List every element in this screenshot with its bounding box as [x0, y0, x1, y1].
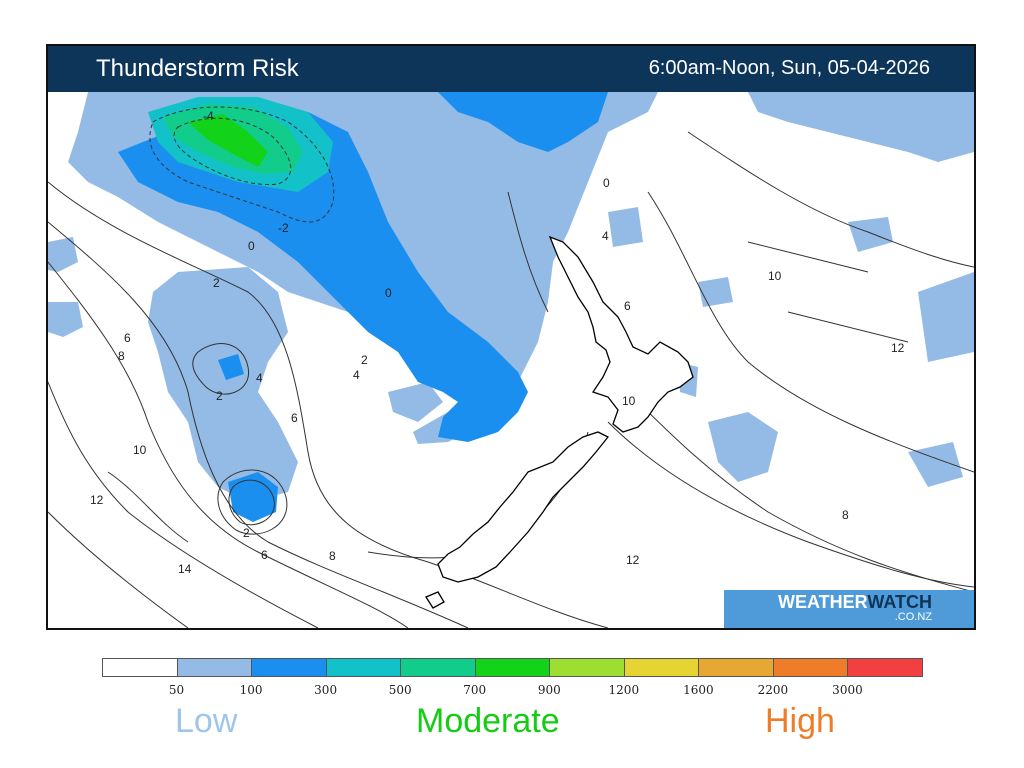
legend-tick-label: 500 [388, 683, 412, 697]
legend-swatch [474, 658, 551, 677]
legend-tick-label: 2200 [757, 683, 789, 697]
legend-tick-label: 700 [463, 683, 487, 697]
legend-tick-label: 300 [314, 683, 338, 697]
blue-band [118, 92, 608, 522]
contour-label: 2 [243, 526, 250, 540]
high-label: High [765, 702, 835, 740]
risk-map: -4 -2 0 0 0 2 2 2 2 4 4 4 6 6 6 6 8 8 8 … [48, 92, 974, 628]
contour-label: 6 [124, 331, 131, 345]
legend-tick-label: 1200 [608, 683, 640, 697]
contour-label: 12 [891, 341, 905, 355]
legend-swatch [847, 658, 923, 677]
legend-ticks: 50 100 300 500 700 900 1200 1600 2200 3000 [0, 683, 1024, 699]
legend-tick-label: 3000 [832, 683, 863, 697]
forecast-time: 6:00am-Noon, Sun, 05-04-2026 [648, 57, 930, 79]
logo-suffix: .CO.NZ [894, 611, 932, 623]
logo-part1: WEATHER [778, 592, 868, 612]
contour-label: 8 [329, 549, 336, 563]
weatherwatch-logo[interactable]: WEATHERWATCH .CO.NZ [724, 590, 974, 628]
contour-label: 10 [768, 269, 782, 283]
contour-label: 2 [213, 276, 220, 290]
contour-label: 4 [256, 371, 263, 385]
new-zealand [425, 235, 694, 609]
map-frame: Thunderstorm Risk 6:00am-Noon, Sun, 05-0… [46, 44, 976, 630]
contour-label: 14 [178, 562, 192, 576]
moderate-label: Moderate [416, 702, 560, 740]
map-title: Thunderstorm Risk [96, 55, 299, 82]
logo-wordmark: WEATHERWATCH [778, 592, 932, 613]
low-label: Low [175, 702, 238, 740]
color-legend [102, 658, 923, 678]
contour-label: 0 [248, 239, 255, 253]
contour-label: 12 [626, 553, 640, 567]
legend-swatch [698, 658, 774, 677]
legend-tick-label: 900 [537, 683, 561, 697]
contour-label: 10 [133, 443, 147, 457]
contour-lines [48, 131, 974, 628]
contour-label-group: -4 -2 0 0 0 2 2 2 2 4 4 4 6 6 6 6 8 8 8 … [90, 109, 905, 628]
dashed-contours [149, 106, 335, 223]
legend-swatch [623, 658, 700, 677]
legend-swatch [176, 658, 253, 677]
logo-part2: WATCH [867, 592, 932, 612]
title-bar: Thunderstorm Risk 6:00am-Noon, Sun, 05-0… [48, 46, 974, 92]
contour-label: 12 [90, 493, 104, 507]
contour-label: 8 [842, 508, 849, 522]
legend-swatch [325, 658, 402, 677]
legend-swatch [400, 658, 476, 677]
contour-label: 2 [216, 389, 223, 403]
contour-label: 4 [602, 229, 609, 243]
contour-label: 10 [622, 394, 636, 408]
legend-tick-label: 1600 [683, 683, 714, 697]
legend-swatch [772, 658, 849, 677]
contour-label: 8 [118, 349, 125, 363]
contour-label: -2 [278, 221, 289, 235]
contour-label: -4 [203, 109, 214, 123]
contour-label: 6 [624, 299, 631, 313]
contour-label: 6 [291, 411, 298, 425]
legend-swatch [549, 658, 625, 677]
legend-swatch [251, 658, 327, 677]
contour-label: 0 [603, 176, 610, 190]
contour-label: 0 [385, 286, 392, 300]
legend-tick-label: 50 [168, 683, 185, 697]
contour-label: 4 [353, 368, 360, 382]
legend-swatch [102, 658, 178, 677]
contour-label: 2 [361, 353, 368, 367]
legend-tick-label: 100 [239, 683, 263, 697]
contour-label: 6 [261, 548, 268, 562]
